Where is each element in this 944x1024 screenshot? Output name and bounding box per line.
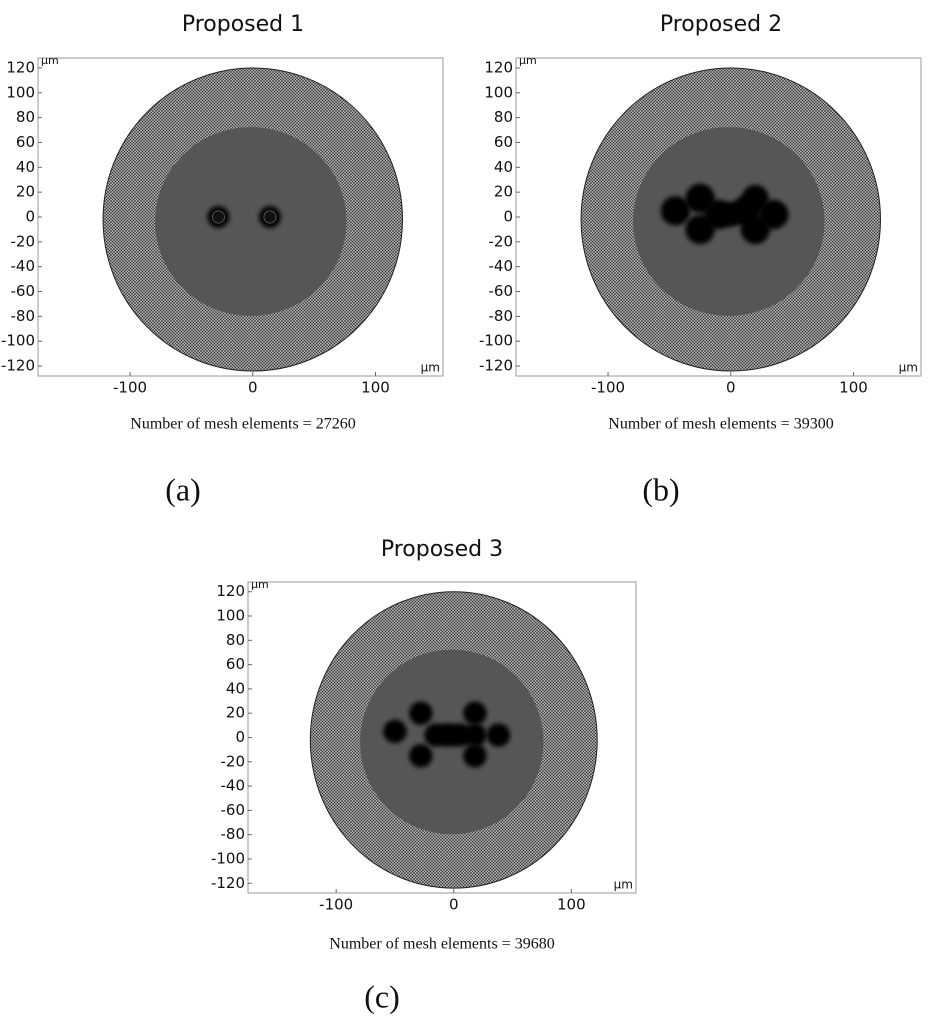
y-tick-label: 20 bbox=[16, 183, 35, 201]
panel: Proposed 2 120 100 80 60 40 20 0 -20 -40 -60 -80 -10… bbox=[479, 12, 922, 507]
refined-region bbox=[486, 723, 511, 747]
panel-title: Proposed 3 bbox=[381, 537, 503, 562]
y-tick-label: 20 bbox=[494, 183, 513, 201]
y-tick-label: -60 bbox=[221, 801, 246, 819]
y-tick-label: -120 bbox=[211, 874, 245, 892]
unit-label: μm bbox=[519, 54, 537, 67]
y-tick-label: -60 bbox=[11, 282, 36, 300]
fiber-core bbox=[211, 210, 225, 224]
unit-label: μm bbox=[41, 54, 59, 67]
y-tick-label: -80 bbox=[11, 307, 36, 325]
x-tick-label: 0 bbox=[726, 379, 736, 397]
inner-mesh bbox=[155, 127, 347, 316]
panel-title: Proposed 2 bbox=[660, 12, 782, 37]
y-tick-label: 80 bbox=[226, 631, 245, 649]
panel-title: Proposed 1 bbox=[182, 12, 304, 37]
y-tick-label: -40 bbox=[11, 257, 36, 275]
refined-region bbox=[463, 723, 487, 747]
y-tick-label: -20 bbox=[489, 232, 514, 250]
caption: Number of mesh elements = 39300 bbox=[608, 416, 833, 433]
y-tick-label: 60 bbox=[16, 133, 35, 151]
x-tick-label: 0 bbox=[449, 896, 459, 914]
refined-region bbox=[741, 184, 769, 212]
refined-region bbox=[409, 701, 433, 725]
x-tick-label: -100 bbox=[319, 896, 353, 914]
y-tick-label: 80 bbox=[494, 108, 513, 126]
y-tick-label: 40 bbox=[494, 158, 513, 176]
y-tick-label: -120 bbox=[1, 357, 35, 375]
x-tick-label: 100 bbox=[361, 379, 390, 397]
x-tick-label: -100 bbox=[113, 379, 147, 397]
y-tick-label: 120 bbox=[216, 582, 245, 600]
y-tick-label: -80 bbox=[221, 825, 246, 843]
y-tick-label: -60 bbox=[489, 282, 514, 300]
y-tick-label: 0 bbox=[235, 728, 245, 746]
panel: Proposed 3 120 100 80 60 40 20 0 -20 -40 -60 -80 -10… bbox=[211, 537, 637, 1014]
panel-label: (a) bbox=[165, 471, 201, 507]
x-tick-label: 0 bbox=[248, 379, 258, 397]
y-tick-label: 40 bbox=[16, 158, 35, 176]
refined-region bbox=[463, 743, 487, 768]
panel-label: (b) bbox=[642, 471, 679, 507]
y-tick-label: -100 bbox=[479, 332, 513, 350]
y-tick-label: -40 bbox=[221, 777, 246, 795]
y-tick-label: 60 bbox=[226, 655, 245, 673]
y-tick-label: 0 bbox=[25, 208, 35, 226]
caption: Number of mesh elements = 27260 bbox=[130, 416, 355, 433]
y-tick-label: -20 bbox=[221, 752, 246, 770]
y-tick-label: 80 bbox=[16, 108, 35, 126]
y-tick-label: -80 bbox=[489, 307, 514, 325]
y-tick-label: -20 bbox=[11, 232, 36, 250]
refined-region bbox=[660, 196, 691, 226]
x-tick-label: -100 bbox=[591, 379, 625, 397]
unit-label: μm bbox=[421, 361, 440, 375]
refined-region bbox=[383, 719, 407, 744]
y-tick-label: -120 bbox=[479, 357, 513, 375]
refined-region bbox=[409, 743, 433, 768]
y-tick-label: 120 bbox=[6, 58, 35, 76]
fiber-core bbox=[263, 210, 277, 224]
y-tick-label: -40 bbox=[489, 257, 514, 275]
y-tick-label: 120 bbox=[484, 58, 513, 76]
y-tick-label: 40 bbox=[226, 679, 245, 697]
y-tick-label: 100 bbox=[6, 83, 35, 101]
y-tick-label: -100 bbox=[211, 849, 245, 867]
refined-region bbox=[759, 199, 789, 230]
unit-label: μm bbox=[899, 361, 918, 375]
y-tick-label: -100 bbox=[1, 332, 35, 350]
unit-label: μm bbox=[614, 878, 633, 892]
panel: Proposed 1 120 100 80 60 40 20 0 -20 -40 -60 -80 -10… bbox=[1, 12, 444, 507]
x-tick-label: 100 bbox=[557, 896, 586, 914]
y-tick-label: 0 bbox=[503, 208, 513, 226]
y-tick-label: 100 bbox=[216, 607, 245, 625]
refined-region bbox=[463, 701, 487, 725]
y-tick-label: 60 bbox=[494, 133, 513, 151]
caption: Number of mesh elements = 39680 bbox=[329, 936, 554, 953]
y-tick-label: 100 bbox=[484, 83, 513, 101]
panel-label: (c) bbox=[364, 978, 400, 1014]
x-tick-label: 100 bbox=[839, 379, 868, 397]
y-tick-label: 20 bbox=[226, 704, 245, 722]
unit-label: μm bbox=[251, 578, 269, 591]
